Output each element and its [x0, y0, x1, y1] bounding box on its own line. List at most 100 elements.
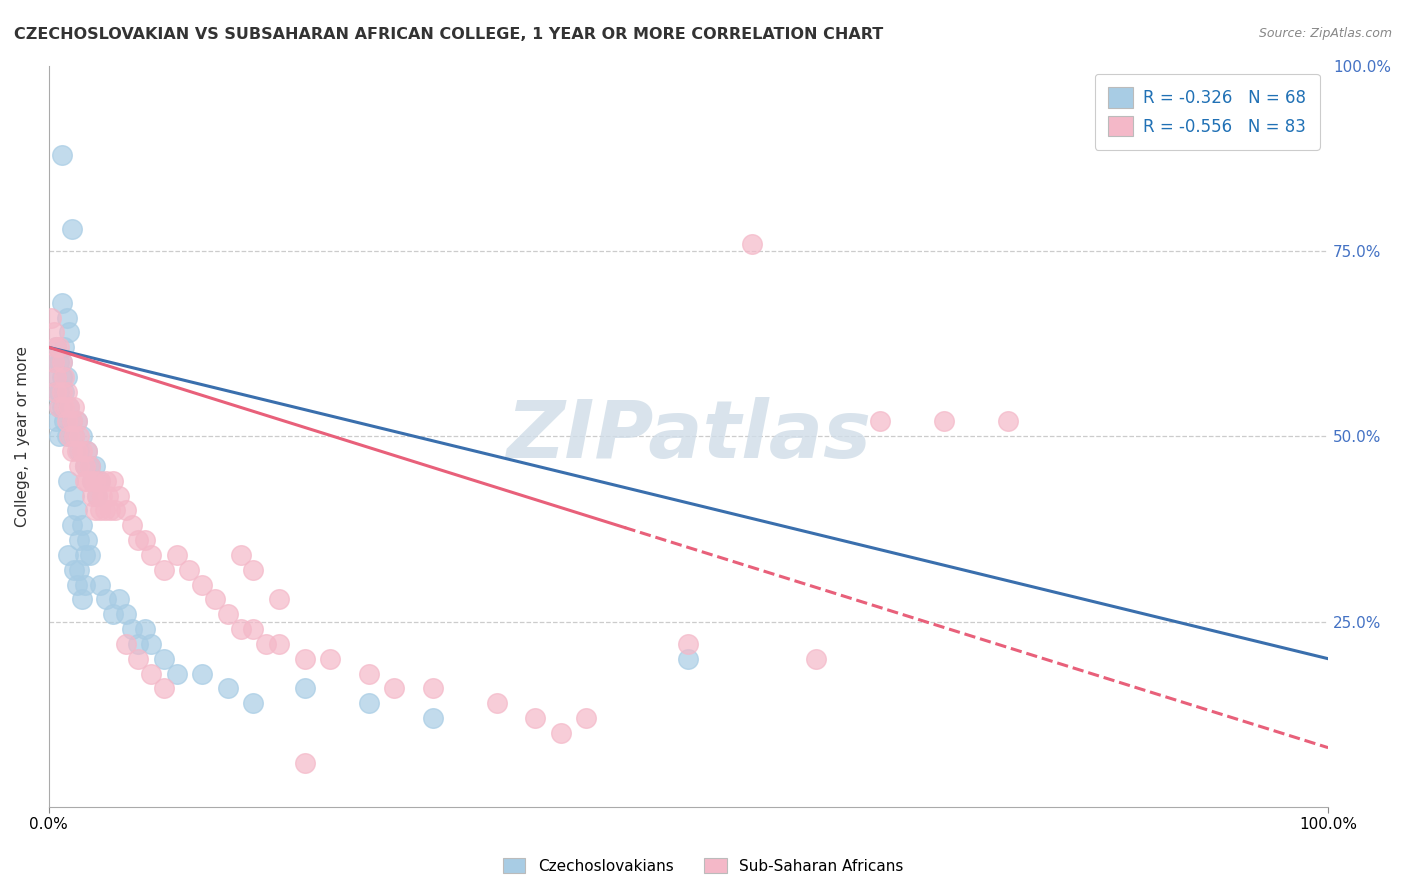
Point: [422, 711, 444, 725]
Point: [48, 400, 70, 414]
Point: [166, 548, 188, 562]
Point: [294, 651, 316, 665]
Point: [63, 563, 86, 577]
Point: [73, 458, 96, 473]
Point: [51, 355, 73, 369]
Point: [39, 310, 62, 325]
Point: [55, 384, 77, 399]
Legend: Czechoslovakians, Sub-Saharan Africans: Czechoslovakians, Sub-Saharan Africans: [496, 852, 910, 880]
Point: [55, 414, 77, 428]
Point: [267, 592, 290, 607]
Point: [575, 711, 598, 725]
Point: [53, 414, 76, 428]
Point: [60, 221, 83, 235]
Point: [69, 444, 91, 458]
Point: [69, 533, 91, 547]
Point: [58, 400, 80, 414]
Point: [204, 592, 226, 607]
Point: [66, 503, 89, 517]
Point: [53, 370, 76, 384]
Point: [523, 711, 546, 725]
Point: [127, 651, 149, 665]
Point: [48, 384, 70, 399]
Point: [45, 340, 67, 354]
Point: [51, 296, 73, 310]
Point: [550, 726, 572, 740]
Point: [82, 474, 104, 488]
Point: [51, 355, 73, 369]
Point: [60, 444, 83, 458]
Point: [42, 384, 65, 399]
Point: [60, 414, 83, 428]
Point: [139, 637, 162, 651]
Point: [51, 370, 73, 384]
Point: [997, 414, 1019, 428]
Point: [153, 563, 176, 577]
Point: [66, 414, 89, 428]
Point: [357, 666, 380, 681]
Point: [58, 400, 80, 414]
Point: [66, 577, 89, 591]
Point: [42, 355, 65, 369]
Point: [319, 651, 342, 665]
Point: [91, 489, 114, 503]
Point: [97, 489, 120, 503]
Text: CZECHOSLOVAKIAN VS SUBSAHARAN AFRICAN COLLEGE, 1 YEAR OR MORE CORRELATION CHART: CZECHOSLOVAKIAN VS SUBSAHARAN AFRICAN CO…: [14, 27, 883, 42]
Point: [422, 681, 444, 696]
Point: [96, 592, 118, 607]
Point: [294, 681, 316, 696]
Point: [806, 651, 828, 665]
Point: [127, 637, 149, 651]
Point: [56, 474, 79, 488]
Point: [869, 414, 891, 428]
Point: [229, 548, 252, 562]
Point: [63, 489, 86, 503]
Point: [58, 429, 80, 443]
Point: [58, 326, 80, 340]
Point: [76, 444, 98, 458]
Point: [114, 503, 136, 517]
Point: [191, 577, 214, 591]
Point: [89, 474, 111, 488]
Point: [79, 458, 101, 473]
Point: [134, 533, 156, 547]
Point: [70, 592, 93, 607]
Point: [382, 681, 405, 696]
Point: [42, 326, 65, 340]
Point: [55, 310, 77, 325]
Point: [79, 548, 101, 562]
Point: [63, 400, 86, 414]
Point: [86, 489, 108, 503]
Point: [121, 622, 143, 636]
Point: [934, 414, 956, 428]
Point: [63, 429, 86, 443]
Point: [153, 651, 176, 665]
Point: [166, 666, 188, 681]
Legend: R = -0.326   N = 68, R = -0.556   N = 83: R = -0.326 N = 68, R = -0.556 N = 83: [1095, 74, 1320, 150]
Point: [741, 236, 763, 251]
Point: [69, 429, 91, 443]
Point: [267, 637, 290, 651]
Point: [101, 474, 124, 488]
Point: [69, 563, 91, 577]
Point: [191, 666, 214, 681]
Point: [678, 651, 700, 665]
Point: [73, 474, 96, 488]
Point: [114, 607, 136, 622]
Point: [55, 429, 77, 443]
Point: [96, 474, 118, 488]
Point: [242, 563, 264, 577]
Point: [134, 622, 156, 636]
Point: [70, 444, 93, 458]
Point: [217, 681, 239, 696]
Point: [98, 503, 121, 517]
Point: [73, 458, 96, 473]
Point: [82, 489, 104, 503]
Point: [42, 355, 65, 369]
Point: [70, 518, 93, 533]
Point: [76, 533, 98, 547]
Point: [82, 474, 104, 488]
Point: [101, 607, 124, 622]
Point: [217, 607, 239, 622]
Point: [127, 533, 149, 547]
